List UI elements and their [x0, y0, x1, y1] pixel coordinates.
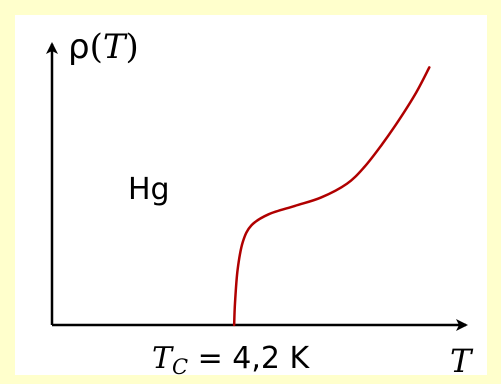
element-annotation: Hg [128, 172, 170, 207]
tc-label-sub: C [172, 355, 188, 379]
tc-label-value: = 4,2 K [188, 341, 310, 376]
y-axis-label-symbol: ρ [68, 27, 90, 67]
resistance-curve [232, 66, 431, 327]
y-axis-label-var: T [103, 27, 128, 67]
y-axis-label-close: ) [126, 27, 139, 67]
y-axis-label-open: ( [90, 27, 103, 67]
x-axis-label: T [450, 342, 474, 380]
tc-label: TC = 4,2 K [152, 341, 311, 379]
chart-panel [15, 15, 487, 375]
tc-label-var: T [152, 341, 174, 376]
y-axis-label: ρ(T) [68, 27, 139, 67]
